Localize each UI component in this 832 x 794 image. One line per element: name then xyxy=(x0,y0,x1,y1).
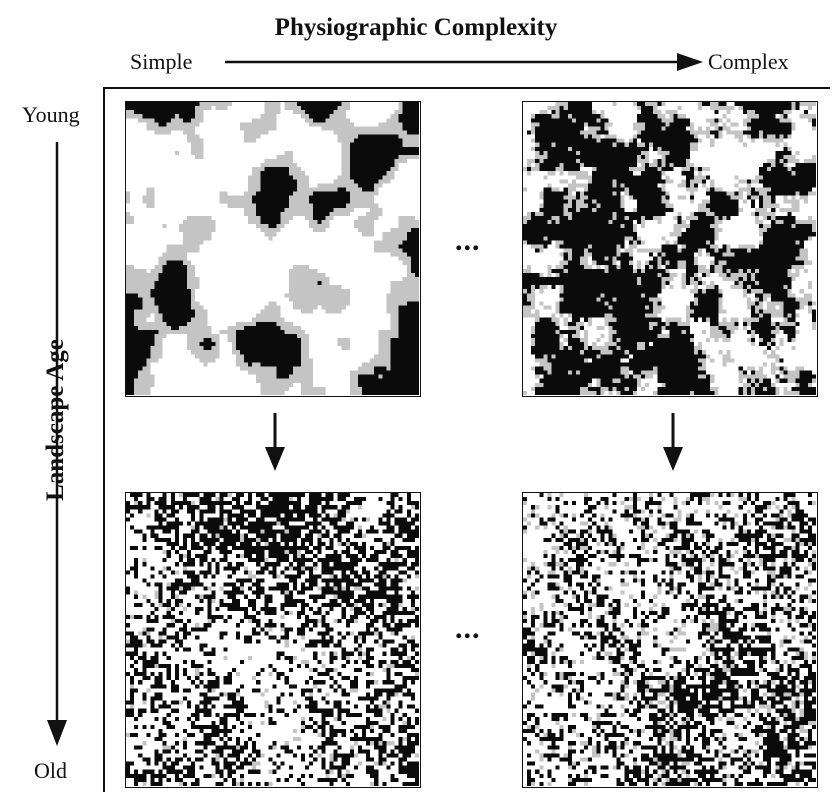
old-complex-raster xyxy=(523,493,816,786)
landscape-age-label: Landscape Age xyxy=(42,339,69,501)
ellipsis-bottom: ... xyxy=(455,612,481,645)
simple-label: Simple xyxy=(130,49,193,74)
down-arrow-simple-icon xyxy=(265,413,285,471)
complexity-arrow-icon xyxy=(225,53,703,71)
young-label: Young xyxy=(22,102,80,127)
young-complex-raster xyxy=(523,102,816,395)
figure-title: Physiographic Complexity xyxy=(274,14,558,41)
complex-label: Complex xyxy=(708,49,789,74)
old-simple-raster xyxy=(126,493,419,786)
young-complex-landscape-map xyxy=(522,101,818,397)
age-arrow-icon xyxy=(47,142,67,746)
young-simple-raster xyxy=(126,102,419,395)
old-label: Old xyxy=(34,758,67,783)
old-simple-landscape-map xyxy=(125,492,421,788)
old-complex-landscape-map xyxy=(522,492,818,788)
down-arrow-complex-icon xyxy=(663,413,683,471)
young-simple-landscape-map xyxy=(125,101,421,397)
panel-frame xyxy=(103,87,830,792)
ellipsis-top: ... xyxy=(455,224,481,257)
